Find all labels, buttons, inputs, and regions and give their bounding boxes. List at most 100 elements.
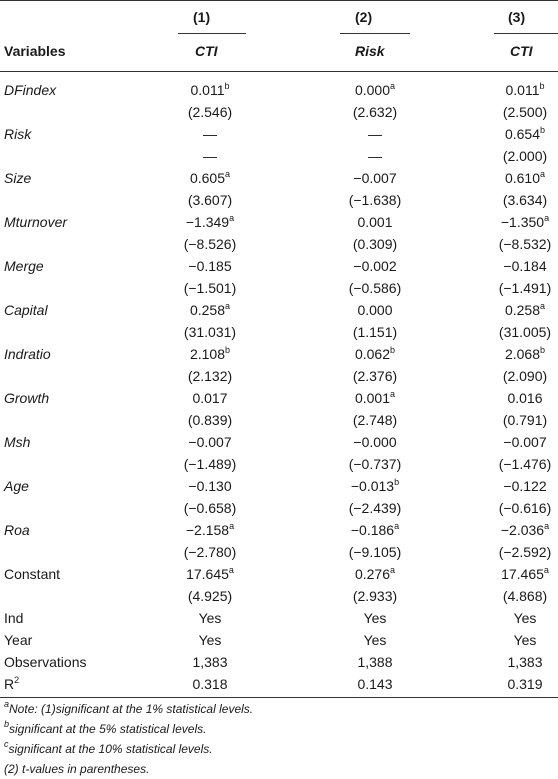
t-value-cell: (2.000) (502, 148, 548, 164)
coef-cell: −0.013b (315, 475, 435, 499)
t-value-cell: (−0.586) (348, 280, 402, 296)
coef-value: −0.000 (353, 434, 397, 450)
header-bottom-rule (0, 71, 558, 72)
variable-label: Capital (4, 302, 48, 318)
variable-label: Indratio (4, 346, 51, 362)
coef-cell: 0.062b (315, 343, 435, 367)
t-value-cell: (−1.489) (183, 456, 237, 472)
coef-row: Constant 17.645a 0.276a 17.465a (0, 563, 558, 585)
coef-value: −2.036 (500, 522, 545, 538)
t-value-cell: (2.090) (502, 368, 548, 384)
coef-row: Growth 0.017 0.001a 0.016 (0, 387, 558, 409)
col-title-1: CTI (195, 43, 218, 59)
coef-cell: 0.016 (465, 387, 558, 409)
col-number-1: (1) (193, 9, 211, 25)
tvalue-row: (−1.501) (−0.586) (−1.491) (0, 277, 558, 299)
summary-label: R2 (4, 673, 19, 697)
coef-cell: −2.158a (150, 519, 270, 543)
t-value-cell: (−2.439) (348, 500, 402, 516)
summary-row: R2 0.318 0.143 0.319 (0, 673, 558, 695)
coef-value: — (368, 126, 382, 142)
coef-row: Indratio 2.108b 0.062b 2.068b (0, 343, 558, 365)
coef-row: Msh −0.007 −0.000 −0.007 (0, 431, 558, 453)
significance-marker: a (229, 521, 235, 531)
significance-marker: a (390, 389, 396, 399)
t-value-cell: (31.031) (183, 324, 237, 340)
note-text: (2) t-values in parentheses. (4, 762, 150, 776)
significance-marker: b (539, 81, 545, 91)
coef-cell: −0.185 (150, 255, 270, 277)
coef-cell: 0.258a (150, 299, 270, 323)
summary-row: Observations 1,383 1,388 1,383 (0, 651, 558, 673)
coef-value: −0.013 (350, 478, 395, 494)
summary-row: Year Yes Yes Yes (0, 629, 558, 651)
col-title-3: CTI (510, 43, 533, 59)
note-text: significant at the 10% statistical level… (8, 742, 213, 756)
tvalue-row: (4.925) (2.933) (4.868) (0, 585, 558, 607)
bottom-rule (0, 697, 558, 698)
coef-cell: — (150, 123, 270, 145)
t-value-cell: (−8.526) (183, 236, 237, 252)
t-value-cell: (−0.658) (183, 500, 237, 516)
note-marker: c (4, 739, 9, 749)
coef-value: 0.258 (189, 302, 226, 318)
summary-value: 0.143 (357, 676, 393, 692)
significance-marker: b (225, 345, 231, 355)
coef-cell: 0.276a (315, 563, 435, 587)
coef-row: DFindex 0.011b 0.000a 0.011b (0, 79, 558, 101)
significance-marker: a (390, 81, 396, 91)
t-value-cell: (−8.532) (498, 236, 552, 252)
coef-cell: 0.000 (315, 299, 435, 321)
coef-cell: −0.184 (465, 255, 558, 277)
coef-row: Merge −0.185 −0.002 −0.184 (0, 255, 558, 277)
coef-value: −2.158 (185, 522, 230, 538)
coef-row: Age −0.130 −0.013b −0.122 (0, 475, 558, 497)
coef-value: 17.465 (501, 566, 544, 582)
significance-marker: b (540, 125, 546, 135)
coef-cell: −0.007 (465, 431, 558, 453)
variable-label: DFindex (4, 82, 57, 98)
tvalue-row: (2.546) (2.632) (2.500) (0, 101, 558, 123)
summary-value: 0.319 (507, 676, 543, 692)
note-line: (2) t-values in parentheses. (4, 760, 253, 779)
significance-marker: a (225, 301, 231, 311)
coef-value: 0.017 (192, 390, 228, 406)
coef-row: Mturnover −1.349a 0.001 −1.350a (0, 211, 558, 233)
t-value-cell: — (368, 148, 382, 164)
col-number-2: (2) (355, 9, 373, 25)
coef-value: −0.130 (188, 478, 232, 494)
coef-value: 2.068 (504, 346, 541, 362)
coef-cell: 0.011b (150, 79, 270, 103)
tvalue-row: (2.132) (2.376) (2.090) (0, 365, 558, 387)
summary-value: Yes (363, 632, 387, 648)
col-rule-1 (178, 33, 246, 34)
t-value-cell: (−1.491) (498, 280, 552, 296)
coef-value: −0.185 (188, 258, 232, 274)
coef-value: 0.011 (190, 82, 225, 98)
coef-cell: 2.068b (465, 343, 558, 367)
coef-value: −0.002 (353, 258, 397, 274)
coef-cell: −0.130 (150, 475, 270, 497)
t-value-cell: (−1.501) (183, 280, 237, 296)
t-value-cell: (3.607) (187, 192, 233, 208)
col-rule-3 (494, 33, 558, 34)
summary-value: Yes (363, 610, 387, 626)
t-value-cell: (−0.737) (348, 456, 402, 472)
coef-cell: −1.349a (150, 211, 270, 235)
coef-cell: 0.001a (315, 387, 435, 411)
coef-cell: 17.645a (150, 563, 270, 587)
tvalue-row: (3.607) (−1.638) (3.634) (0, 189, 558, 211)
variable-label: Roa (4, 522, 30, 538)
tvalue-row: (0.839) (2.748) (0.791) (0, 409, 558, 431)
variable-label: Merge (4, 258, 44, 274)
coef-cell: 2.108b (150, 343, 270, 367)
t-value-cell: (3.634) (502, 192, 548, 208)
summary-label: Observations (4, 651, 86, 673)
significance-marker: a (543, 565, 549, 575)
coef-value: 0.605 (189, 170, 226, 186)
coef-value: −0.186 (350, 522, 395, 538)
coef-value: −0.122 (503, 478, 547, 494)
summary-value: 0.318 (192, 676, 228, 692)
t-value-cell: (2.132) (187, 368, 233, 384)
